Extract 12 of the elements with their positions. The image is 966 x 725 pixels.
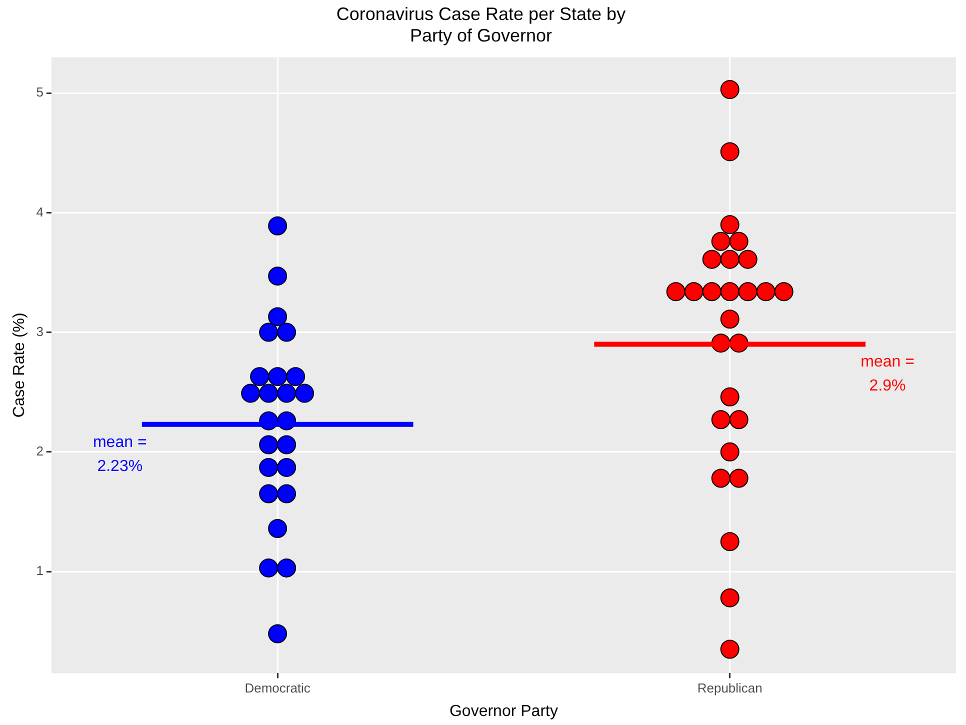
x-tick-label: Democratic bbox=[244, 680, 311, 696]
y-axis-title: Case Rate (%) bbox=[11, 312, 28, 418]
chart-title: Coronavirus Case Rate per State by Party of Governor bbox=[336, 4, 626, 46]
x-tick-label: Republican bbox=[697, 680, 762, 696]
ref-line-label: mean = 2.9% bbox=[860, 354, 914, 395]
ref-line-label: mean = 2.23% bbox=[92, 434, 147, 475]
y-tick-label: 3 bbox=[36, 324, 44, 339]
y-tick-label: 1 bbox=[36, 563, 44, 578]
y-tick-label: 5 bbox=[36, 84, 44, 100]
y-tick-label: 4 bbox=[36, 204, 44, 220]
y-tick-label: 2 bbox=[36, 443, 44, 458]
x-axis-title: Governor Party bbox=[449, 702, 558, 720]
